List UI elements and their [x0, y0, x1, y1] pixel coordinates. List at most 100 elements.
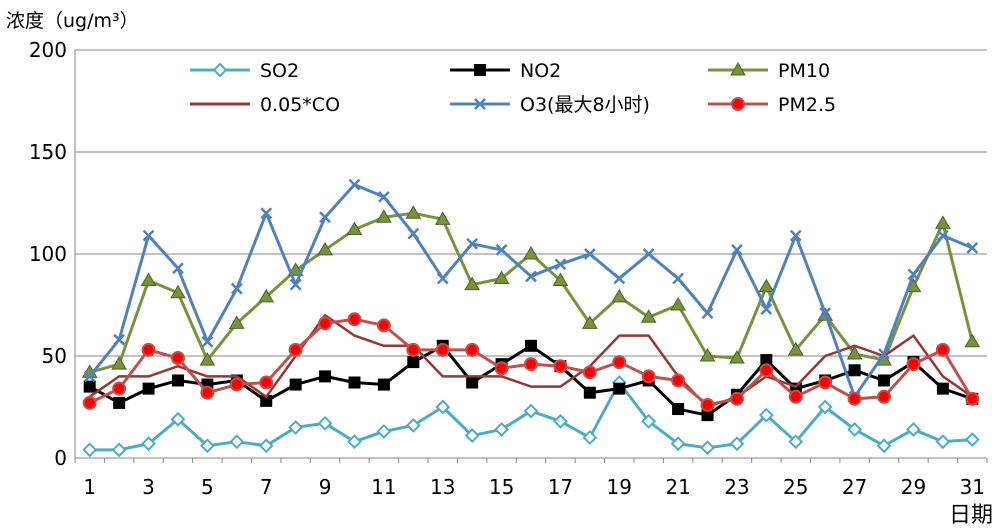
legend-label: O3(最大8小时): [520, 94, 650, 116]
data-point: [141, 436, 156, 452]
data-point: [613, 382, 626, 395]
data-point: [699, 348, 716, 362]
data-point: [464, 276, 481, 291]
data-point: [701, 307, 714, 320]
data-point: [228, 315, 245, 329]
data-point: [583, 386, 596, 399]
data-point: [672, 272, 684, 285]
data-point: [318, 316, 333, 331]
data-point: [171, 374, 184, 387]
x-tick-label: 25: [783, 475, 808, 499]
data-point: [818, 375, 833, 390]
data-point: [847, 422, 863, 437]
data-point: [260, 394, 273, 407]
x-tick-label: 19: [607, 475, 632, 499]
data-point: [966, 241, 979, 254]
data-point: [319, 370, 332, 383]
y-axis-label: 浓度（ug/m³）: [6, 10, 139, 32]
data-point: [964, 333, 981, 348]
data-point: [435, 342, 450, 357]
data-point: [760, 354, 773, 367]
data-point: [878, 374, 891, 387]
data-point: [258, 288, 275, 303]
legend-swatch-marker: [731, 97, 745, 111]
data-point: [700, 397, 715, 412]
data-point: [788, 434, 804, 450]
data-point: [346, 221, 363, 236]
data-point: [731, 244, 743, 256]
legend-item: SO2: [190, 60, 299, 82]
data-point: [525, 339, 537, 352]
data-point: [582, 365, 597, 380]
data-point: [112, 381, 127, 396]
data-point: [172, 262, 184, 275]
data-point: [435, 399, 451, 415]
data-point: [760, 303, 773, 315]
data-point: [317, 241, 333, 256]
data-point: [230, 282, 243, 295]
data-point: [582, 430, 598, 446]
data-point: [464, 428, 480, 443]
data-point: [670, 436, 686, 452]
data-point: [142, 229, 155, 242]
data-point: [199, 438, 215, 454]
data-point: [259, 375, 274, 390]
data-point: [200, 385, 215, 400]
x-tick-label: 3: [142, 475, 155, 499]
legend-item: PM2.5: [708, 94, 836, 116]
legend-label: NO2: [520, 60, 561, 82]
data-point: [260, 207, 273, 220]
x-tick-label: 15: [489, 475, 514, 499]
data-point: [113, 396, 126, 409]
data-point: [553, 413, 568, 429]
x-tick-label: 23: [724, 475, 749, 499]
data-point: [111, 356, 127, 370]
data-point: [288, 342, 303, 357]
data-point: [788, 389, 803, 404]
data-point: [347, 434, 362, 450]
legend-label: SO2: [260, 60, 299, 82]
data-point: [142, 382, 155, 395]
data-point: [935, 434, 951, 450]
data-point: [525, 270, 537, 283]
data-point: [466, 237, 479, 250]
x-tick-label: 7: [260, 475, 273, 499]
data-point: [612, 355, 627, 370]
x-tick-label: 1: [83, 475, 96, 499]
data-point: [83, 370, 96, 383]
data-point: [83, 380, 96, 393]
data-point: [82, 395, 97, 410]
data-point: [877, 389, 892, 404]
gridlines: [75, 49, 987, 357]
data-point: [787, 341, 804, 356]
data-point: [317, 415, 333, 431]
series-line: [88, 313, 974, 409]
x-tick-label: 9: [319, 475, 332, 499]
data-point: [523, 403, 539, 419]
data-point: [906, 357, 921, 372]
y-tick-label: 100: [29, 242, 67, 266]
data-point: [552, 272, 569, 287]
data-point: [140, 272, 157, 287]
data-point: [495, 244, 508, 256]
data-point: [524, 357, 538, 372]
data-point: [376, 424, 392, 439]
data-point: [288, 419, 304, 435]
data-point: [348, 376, 361, 389]
y-tick-label: 50: [42, 344, 67, 368]
data-point: [759, 363, 774, 378]
data-point: [170, 411, 186, 427]
series-layer: [81, 178, 981, 458]
data-point: [848, 364, 861, 377]
data-point: [170, 284, 186, 299]
data-point: [641, 369, 656, 384]
data-point: [319, 211, 331, 224]
data-point: [964, 432, 980, 448]
series-0-05-co: [88, 313, 974, 409]
data-point: [613, 272, 626, 285]
data-point: [878, 348, 890, 360]
x-tick-label: 29: [901, 475, 926, 499]
